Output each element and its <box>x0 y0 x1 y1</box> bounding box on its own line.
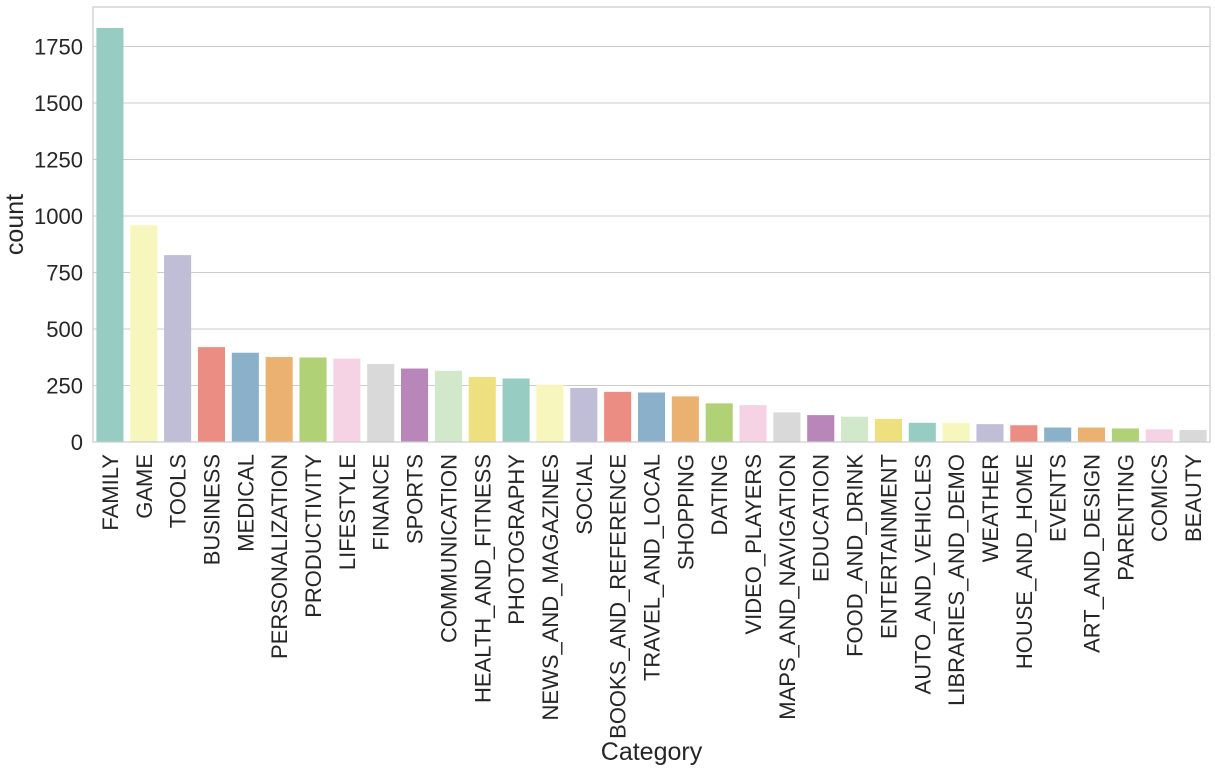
y-tick-label: 1250 <box>34 148 83 173</box>
x-tick-label: SPORTS <box>403 454 428 544</box>
bar-communication <box>434 370 462 442</box>
x-tick-label: AUTO_AND_VEHICLES <box>910 454 935 694</box>
bar-food-and-drink <box>841 416 869 442</box>
x-tick-label: HEALTH_AND_FITNESS <box>470 454 495 703</box>
x-tick-label: EDUCATION <box>809 454 834 582</box>
x-tick-label: FOOD_AND_DRINK <box>843 454 868 657</box>
bar-sports <box>401 368 429 442</box>
bar-house-and-home <box>1010 425 1038 442</box>
bar-weather <box>976 424 1004 442</box>
bar-medical <box>231 352 259 442</box>
x-tick-label: PRODUCTIVITY <box>301 454 326 618</box>
x-axis-label: Category <box>601 738 703 766</box>
bar-events <box>1044 427 1072 442</box>
bar-libraries-and-demo <box>942 423 970 442</box>
bar-business <box>197 347 226 442</box>
bar-comics <box>1145 429 1173 442</box>
bar-entertainment <box>874 418 902 442</box>
x-tick-label: WEATHER <box>978 454 1003 562</box>
x-tick-label: FAMILY <box>98 454 123 531</box>
x-tick-label: SOCIAL <box>572 454 597 535</box>
x-tick-label: SHOPPING <box>673 454 698 570</box>
x-tick-label: MAPS_AND_NAVIGATION <box>775 454 800 720</box>
x-tick-label: EVENTS <box>1046 454 1071 542</box>
y-axis-label: count <box>1 194 29 255</box>
x-tick-label: BUSINESS <box>199 454 224 565</box>
y-tick-label: 1750 <box>34 35 83 60</box>
x-tick-labels: FAMILY GAME TOOLS BUSINESS MEDICAL PERSONALIZ… <box>98 454 1206 739</box>
x-tick-label: MEDICAL <box>233 454 258 552</box>
x-tick-label: PHOTOGRAPHY <box>504 454 529 625</box>
y-tick-label: 750 <box>46 261 83 286</box>
x-tick-label: BEAUTY <box>1181 454 1206 542</box>
x-tick-label: NEWS_AND_MAGAZINES <box>538 454 563 721</box>
bar-photography <box>502 378 530 442</box>
bar-maps-and-navigation <box>773 412 801 442</box>
bar-family <box>96 28 124 442</box>
bar-art-and-design <box>1077 427 1106 442</box>
x-tick-label: COMMUNICATION <box>436 454 461 643</box>
x-tick-label: DATING <box>707 454 732 535</box>
bar-education <box>807 415 835 442</box>
y-tick-label: 500 <box>46 317 83 342</box>
bar-game <box>130 225 158 442</box>
bar-auto-and-vehicles <box>908 422 936 442</box>
bar-personalization <box>265 357 293 442</box>
x-tick-label: LIFESTYLE <box>335 454 360 570</box>
x-tick-label: TRAVEL_AND_LOCAL <box>640 454 665 681</box>
y-tick-label: 250 <box>46 374 83 399</box>
bar-video-players <box>739 405 767 442</box>
bar-books-and-reference <box>604 391 632 442</box>
y-tick-label: 1500 <box>34 91 83 116</box>
x-tick-label: HOUSE_AND_HOME <box>1012 454 1037 669</box>
bar-health-and-fitness <box>468 376 496 442</box>
x-tick-label: BOOKS_AND_REFERENCE <box>606 454 631 739</box>
x-tick-label: FINANCE <box>369 454 394 551</box>
bar-productivity <box>299 357 327 442</box>
y-tick-labels: 0 250 500 750 1000 1250 1500 1750 <box>34 35 83 455</box>
bar-news-and-magazines <box>536 384 564 442</box>
bar-dating <box>705 403 733 442</box>
bar-beauty <box>1179 430 1207 442</box>
y-tick-label: 1000 <box>34 204 83 229</box>
bar-parenting <box>1111 428 1139 442</box>
bar-social <box>570 387 598 442</box>
bar-lifestyle <box>333 358 361 442</box>
x-tick-label: PERSONALIZATION <box>267 454 292 659</box>
x-tick-label: VIDEO_PLAYERS <box>741 454 766 635</box>
bar-travel-and-local <box>637 392 666 442</box>
bar-tools <box>164 255 192 442</box>
bars <box>96 28 1207 442</box>
x-tick-label: ENTERTAINMENT <box>876 454 901 639</box>
x-tick-label: COMICS <box>1147 454 1172 542</box>
x-tick-label: ART_AND_DESIGN <box>1080 454 1105 653</box>
x-tick-label: GAME <box>132 454 157 519</box>
plot-frame <box>92 6 1211 443</box>
x-tick-label: TOOLS <box>166 454 191 528</box>
bar-shopping <box>671 396 699 442</box>
y-tick-label: 0 <box>71 430 83 455</box>
bar-finance <box>367 364 395 442</box>
gridlines <box>93 46 1210 443</box>
x-tick-label: PARENTING <box>1113 454 1138 581</box>
x-tick-label: LIBRARIES_AND_DEMO <box>944 454 969 706</box>
